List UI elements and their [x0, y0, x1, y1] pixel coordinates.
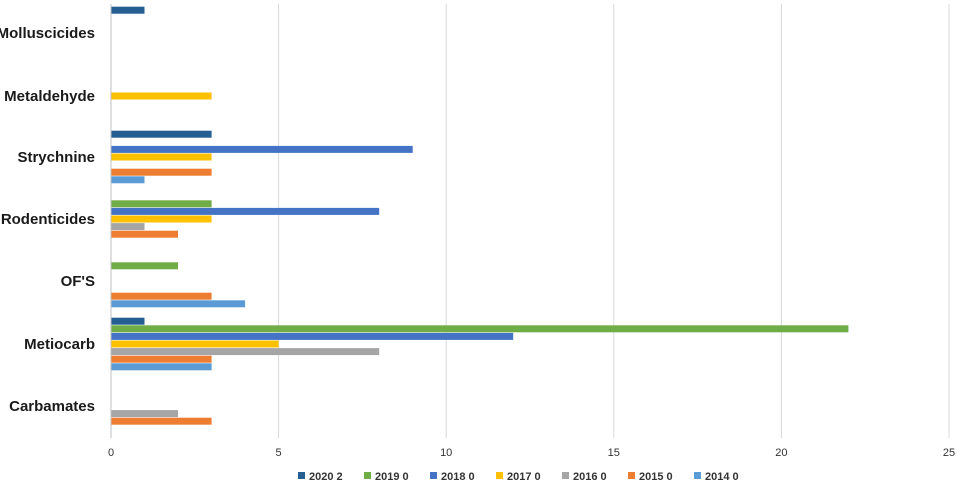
bar-strychnine-2015	[111, 168, 212, 176]
bar-strychnine-2014	[111, 176, 145, 184]
legend-label: 2019 0	[375, 471, 409, 483]
x-tick-label: 5	[276, 447, 282, 459]
bar-strychnine-2020	[111, 130, 212, 138]
x-tick-label: 0	[108, 447, 114, 459]
category-label: OF'S	[61, 273, 95, 290]
bar-strychnine-2017	[111, 153, 212, 161]
bar-of-s-2014	[111, 300, 246, 308]
legend-swatch	[694, 472, 701, 479]
category-label: Strychnine	[17, 149, 95, 166]
legend-label: 2017 0	[507, 471, 541, 483]
category-label: Metiocarb	[24, 336, 95, 353]
bar-rodenticides-2015	[111, 230, 178, 238]
bar-rodenticides-2016	[111, 223, 145, 231]
bar-metiocarb-2019	[111, 325, 849, 333]
legend-swatch	[628, 472, 635, 479]
legend-label: 2015 0	[639, 471, 673, 483]
legend-label: 2016 0	[573, 471, 607, 483]
legend-swatch	[430, 472, 437, 479]
category-label: Rodenticides	[1, 211, 95, 228]
bar-metiocarb-2016	[111, 348, 380, 356]
x-tick-label: 20	[775, 447, 787, 459]
bar-of-s-2015	[111, 292, 212, 300]
legend-label: 2014 0	[705, 471, 739, 483]
bar-metiocarb-2014	[111, 363, 212, 371]
bar-carbamates-2015	[111, 417, 212, 425]
category-label: Carbamates	[9, 398, 95, 415]
category-labels: Molluscicides Metaldehyde Strychnine Rodent…	[0, 25, 95, 415]
bar-metiocarb-2020	[111, 317, 145, 325]
bar-metaldehyde-2017	[111, 92, 212, 100]
bar-of-s-2019	[111, 262, 178, 270]
x-tick-label: 25	[943, 447, 955, 459]
category-label: Metaldehyde	[4, 88, 95, 105]
bar-carbamates-2016	[111, 410, 178, 418]
category-label: Molluscicides	[0, 25, 95, 42]
gridlines	[278, 4, 950, 438]
bar-metiocarb-2017	[111, 340, 279, 348]
bar-rodenticides-2017	[111, 215, 212, 223]
legend: 2020 2 2019 0 2018 0 2017 0 2016 0 2015 0 2014…	[298, 471, 739, 483]
bar-metiocarb-2018	[111, 332, 514, 340]
legend-swatch	[298, 472, 305, 479]
bars	[111, 6, 849, 425]
legend-swatch	[496, 472, 503, 479]
bar-molluscicides-2020	[111, 6, 145, 14]
bar-rodenticides-2019	[111, 200, 212, 208]
bar-rodenticides-2018	[111, 207, 380, 215]
bar-strychnine-2018	[111, 145, 413, 153]
legend-swatch	[562, 472, 569, 479]
x-tick-label: 15	[608, 447, 620, 459]
legend-swatch	[364, 472, 371, 479]
legend-label: 2020 2	[309, 471, 343, 483]
legend-label: 2018 0	[441, 471, 475, 483]
x-tick-label: 10	[440, 447, 452, 459]
bar-metiocarb-2015	[111, 355, 212, 363]
x-tick-labels: 0 5 10 15 20 25	[108, 447, 955, 459]
